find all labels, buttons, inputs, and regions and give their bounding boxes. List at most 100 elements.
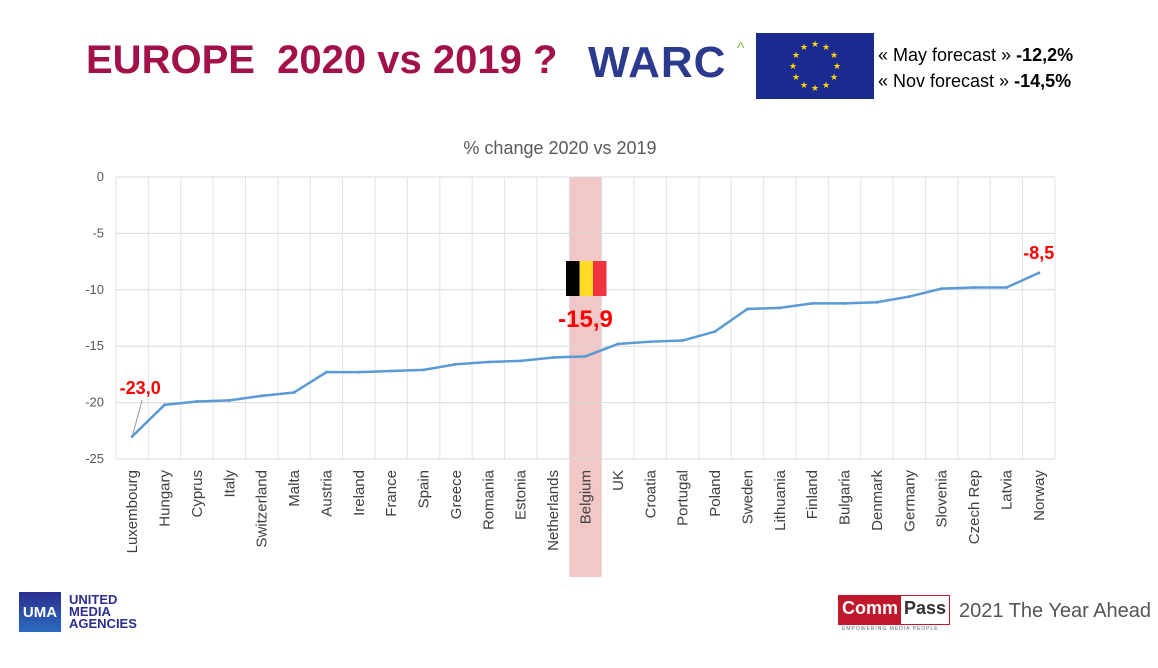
svg-text:★: ★ bbox=[789, 61, 797, 71]
data-point bbox=[972, 286, 976, 290]
line-chart: % change 2020 vs 2019 0 -5 -10 -15 -20 -25 Luxe… bbox=[85, 138, 1056, 577]
x-tick-label: Norway bbox=[1031, 470, 1048, 521]
data-point bbox=[163, 403, 167, 407]
x-tick-label: Spain bbox=[416, 470, 433, 508]
data-point bbox=[551, 355, 555, 359]
belgium-highlight-band bbox=[569, 177, 602, 577]
x-tick-label: Malta bbox=[286, 469, 303, 506]
data-point bbox=[648, 340, 652, 344]
svg-text:★: ★ bbox=[830, 72, 838, 82]
svg-text:★: ★ bbox=[800, 42, 808, 52]
y-tick-label: -10 bbox=[85, 282, 104, 297]
x-tick-label: Luxembourg bbox=[124, 470, 141, 553]
commpass-tagline: EMPOWERING MEDIA PEOPLE bbox=[842, 626, 939, 632]
x-tick-label: UK bbox=[610, 470, 627, 491]
svg-text:★: ★ bbox=[830, 50, 838, 60]
data-point bbox=[713, 330, 717, 334]
belgium-flag-icon bbox=[593, 261, 607, 296]
svg-text:★: ★ bbox=[792, 50, 800, 60]
eu-flag-icon: ★ ★ ★ ★ ★ ★ ★ ★ ★ ★ ★ ★ bbox=[756, 33, 874, 99]
y-tick-label: -25 bbox=[85, 451, 104, 466]
x-tick-label: Portugal bbox=[675, 470, 692, 526]
warc-caret-icon: ^ bbox=[737, 40, 745, 57]
x-tick-label: Austria bbox=[318, 469, 335, 516]
page-title: EUROPE 2020 vs 2019 ? bbox=[86, 38, 558, 82]
x-tick-label: Denmark bbox=[869, 470, 886, 531]
svg-text:★: ★ bbox=[811, 83, 819, 93]
commpass-logo-b: Pass bbox=[901, 596, 950, 624]
data-point bbox=[681, 339, 685, 343]
commpass-logo: Comm Pass bbox=[838, 595, 951, 625]
x-tick-label: France bbox=[383, 470, 400, 517]
svg-text:★: ★ bbox=[833, 61, 841, 71]
y-tick-label: -20 bbox=[85, 395, 104, 410]
may-forecast: « May forecast » -12,2% bbox=[878, 42, 1073, 68]
y-tick-label: 0 bbox=[97, 169, 104, 184]
x-tick-label: Cyprus bbox=[189, 470, 206, 518]
x-tick-label: Sweden bbox=[739, 470, 756, 524]
forecast-value: -12,2% bbox=[1016, 45, 1074, 65]
x-tick-label: Ireland bbox=[351, 470, 368, 516]
data-label: -8,5 bbox=[1023, 243, 1054, 263]
x-tick-label: Estonia bbox=[513, 469, 530, 520]
svg-text:★: ★ bbox=[822, 80, 830, 90]
x-tick-label: Greece bbox=[448, 470, 465, 519]
data-label: -15,9 bbox=[558, 306, 613, 333]
x-tick-label: Switzerland bbox=[254, 470, 271, 548]
data-point bbox=[940, 287, 944, 291]
data-point bbox=[260, 394, 264, 398]
x-tick-label: Germany bbox=[901, 470, 918, 532]
nov-forecast: « Nov forecast » -14,5% bbox=[878, 68, 1073, 94]
commpass-logo-a: Comm bbox=[839, 596, 902, 624]
forecast-label: « Nov forecast » bbox=[878, 71, 1015, 91]
warc-logo: WARC bbox=[588, 38, 727, 87]
chart-title: % change 2020 vs 2019 bbox=[463, 138, 656, 158]
data-point bbox=[422, 368, 426, 372]
svg-text:★: ★ bbox=[800, 80, 808, 90]
data-point bbox=[389, 369, 393, 373]
forecast-box: « May forecast » -12,2% « Nov forecast »… bbox=[878, 42, 1073, 94]
svg-text:★: ★ bbox=[822, 42, 830, 52]
svg-text:★: ★ bbox=[811, 39, 819, 49]
data-point bbox=[324, 370, 328, 374]
data-point bbox=[875, 300, 879, 304]
data-point bbox=[454, 362, 458, 366]
x-tick-label: Latvia bbox=[998, 469, 1015, 510]
data-point bbox=[907, 295, 911, 299]
data-point bbox=[778, 306, 782, 310]
svg-text:★: ★ bbox=[792, 72, 800, 82]
x-tick-label: Netherlands bbox=[545, 470, 562, 551]
data-point bbox=[745, 307, 749, 311]
data-point bbox=[486, 360, 490, 364]
data-point bbox=[195, 399, 199, 403]
data-point bbox=[1037, 271, 1041, 275]
x-tick-label: Hungary bbox=[157, 470, 174, 527]
data-point bbox=[357, 370, 361, 374]
annotation-leader bbox=[131, 399, 143, 437]
data-point bbox=[584, 354, 587, 358]
data-point bbox=[292, 390, 296, 394]
belgium-flag-icon bbox=[579, 261, 593, 296]
x-tick-label: Czech Rep bbox=[966, 470, 983, 544]
x-tick-label: Romania bbox=[480, 469, 497, 530]
data-point bbox=[519, 359, 523, 363]
x-tick-label: Belgium bbox=[578, 470, 595, 524]
x-tick-label: Bulgaria bbox=[837, 469, 854, 525]
x-tick-label: Poland bbox=[707, 470, 724, 517]
x-tick-label: Lithuania bbox=[772, 469, 789, 531]
data-point bbox=[810, 301, 814, 305]
uma-logo-text: UNITED MEDIA AGENCIES bbox=[69, 592, 137, 631]
data-point bbox=[1004, 286, 1008, 290]
data-point bbox=[616, 342, 620, 346]
y-tick-label: -15 bbox=[85, 338, 104, 353]
forecast-label: « May forecast » bbox=[878, 45, 1017, 65]
belgium-flag-icon bbox=[566, 261, 580, 296]
data-point bbox=[843, 301, 847, 305]
data-label: -23,0 bbox=[120, 378, 161, 398]
x-tick-label: Italy bbox=[221, 470, 238, 498]
footer-tagline: 2021 The Year Ahead bbox=[959, 600, 1152, 622]
data-point bbox=[227, 398, 231, 402]
forecast-value: -14,5% bbox=[1014, 71, 1072, 91]
y-tick-label: -5 bbox=[92, 225, 104, 240]
uma-logo: UMA bbox=[19, 592, 61, 632]
